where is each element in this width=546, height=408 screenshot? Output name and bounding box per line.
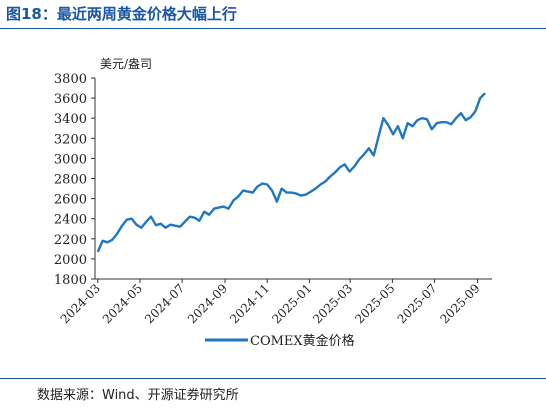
- y-axis-ticks: 1800 2000 2200 2400 2600 2800 3000 3200 3400 3600…: [54, 72, 95, 288]
- y-tick-label: 3800: [54, 72, 87, 87]
- x-tick-label: 2025-07: [395, 281, 440, 326]
- line-chart: 美元/盎司 1800 2000 2200 2400 2600 2800 3000 3200 34…: [54, 57, 492, 349]
- source-note: 数据来源：Wind、开源证券研究所: [37, 388, 239, 403]
- x-tick-label: 2025-03: [310, 281, 355, 326]
- y-tick-label: 2600: [54, 193, 87, 208]
- x-tick-label: 2025-09: [437, 281, 482, 326]
- y-tick-label: 2000: [54, 253, 87, 268]
- y-axis-unit-label: 美元/盎司: [100, 57, 152, 71]
- y-tick-label: 3600: [54, 92, 87, 107]
- x-axis-ticks: 2024-032024-052024-072024-092024-112025-…: [58, 279, 483, 326]
- x-tick-label: 2024-09: [185, 281, 230, 326]
- y-tick-label: 3000: [54, 152, 87, 167]
- chart-axes: [94, 78, 492, 280]
- y-tick-label: 3200: [54, 132, 87, 147]
- y-tick-label: 2800: [54, 173, 87, 188]
- x-tick-label: 2024-11: [227, 281, 272, 326]
- y-tick-label: 2200: [54, 233, 87, 248]
- x-tick-label: 2025-05: [352, 281, 397, 326]
- series-group: [96, 92, 486, 253]
- x-tick-label: 2024-05: [100, 281, 145, 326]
- title-rule: [0, 28, 546, 29]
- source-rule: [0, 378, 546, 379]
- x-tick-label: 2025-01: [269, 281, 314, 326]
- legend: COMEX黄金价格: [205, 333, 355, 349]
- x-tick-label: 2024-07: [142, 281, 187, 326]
- y-tick-label: 2400: [54, 213, 87, 228]
- y-tick-label: 3400: [54, 112, 87, 127]
- legend-label: COMEX黄金价格: [250, 333, 355, 349]
- series-line-comex-gold: [96, 92, 486, 253]
- figure-title: 图18：最近两周黄金价格大幅上行: [6, 5, 237, 23]
- y-tick-label: 1800: [54, 273, 87, 288]
